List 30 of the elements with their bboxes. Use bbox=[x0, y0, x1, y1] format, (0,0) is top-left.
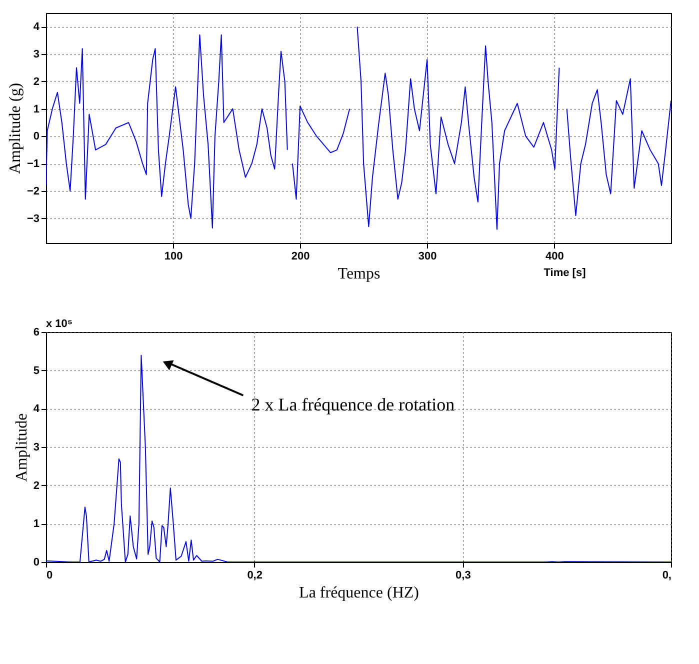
y-tick-label: 0 bbox=[33, 556, 40, 568]
y-tick-label: 5 bbox=[33, 364, 40, 377]
y-tick-label: −2 bbox=[26, 185, 40, 198]
text: Time [s] bbox=[544, 267, 586, 279]
x-tick-label: 0,2 bbox=[247, 570, 262, 582]
y-tick-label: 4 bbox=[33, 403, 40, 416]
y-tick-label: −3 bbox=[26, 212, 40, 225]
annotation: 2 x La fréquence de rotation bbox=[251, 394, 455, 414]
y-tick-label: 0 bbox=[33, 130, 40, 143]
x-axis-title: Temps bbox=[338, 266, 380, 282]
x-tick-label: 400 bbox=[545, 250, 564, 262]
y-tick-label: 3 bbox=[33, 442, 40, 454]
y-tick-label: 2 bbox=[33, 480, 40, 492]
y-tick-label: 4 bbox=[33, 21, 40, 34]
x-tick-label: 0, bbox=[662, 570, 672, 582]
y-tick-label: 6 bbox=[33, 326, 40, 338]
x-tick-label: 200 bbox=[291, 250, 310, 262]
x-tick-label: 300 bbox=[418, 250, 437, 262]
y-tick-label: −1 bbox=[26, 158, 40, 170]
y-tick-label: 1 bbox=[33, 103, 40, 116]
y-axis-title: Amplitude (g) bbox=[6, 82, 24, 174]
x-tick-label: 0 bbox=[46, 570, 53, 582]
y-tick-label: 2 bbox=[33, 76, 40, 88]
x-tick-label: 0,3 bbox=[456, 570, 471, 582]
x-tick-label: 100 bbox=[164, 250, 183, 262]
y-tick-label: 3 bbox=[33, 48, 40, 61]
y-axis-title: Amplitude bbox=[13, 413, 30, 482]
x-axis-title: La fréquence (HZ) bbox=[299, 584, 419, 602]
text: x 10⁵ bbox=[46, 318, 73, 330]
y-tick-label: 1 bbox=[33, 518, 40, 530]
